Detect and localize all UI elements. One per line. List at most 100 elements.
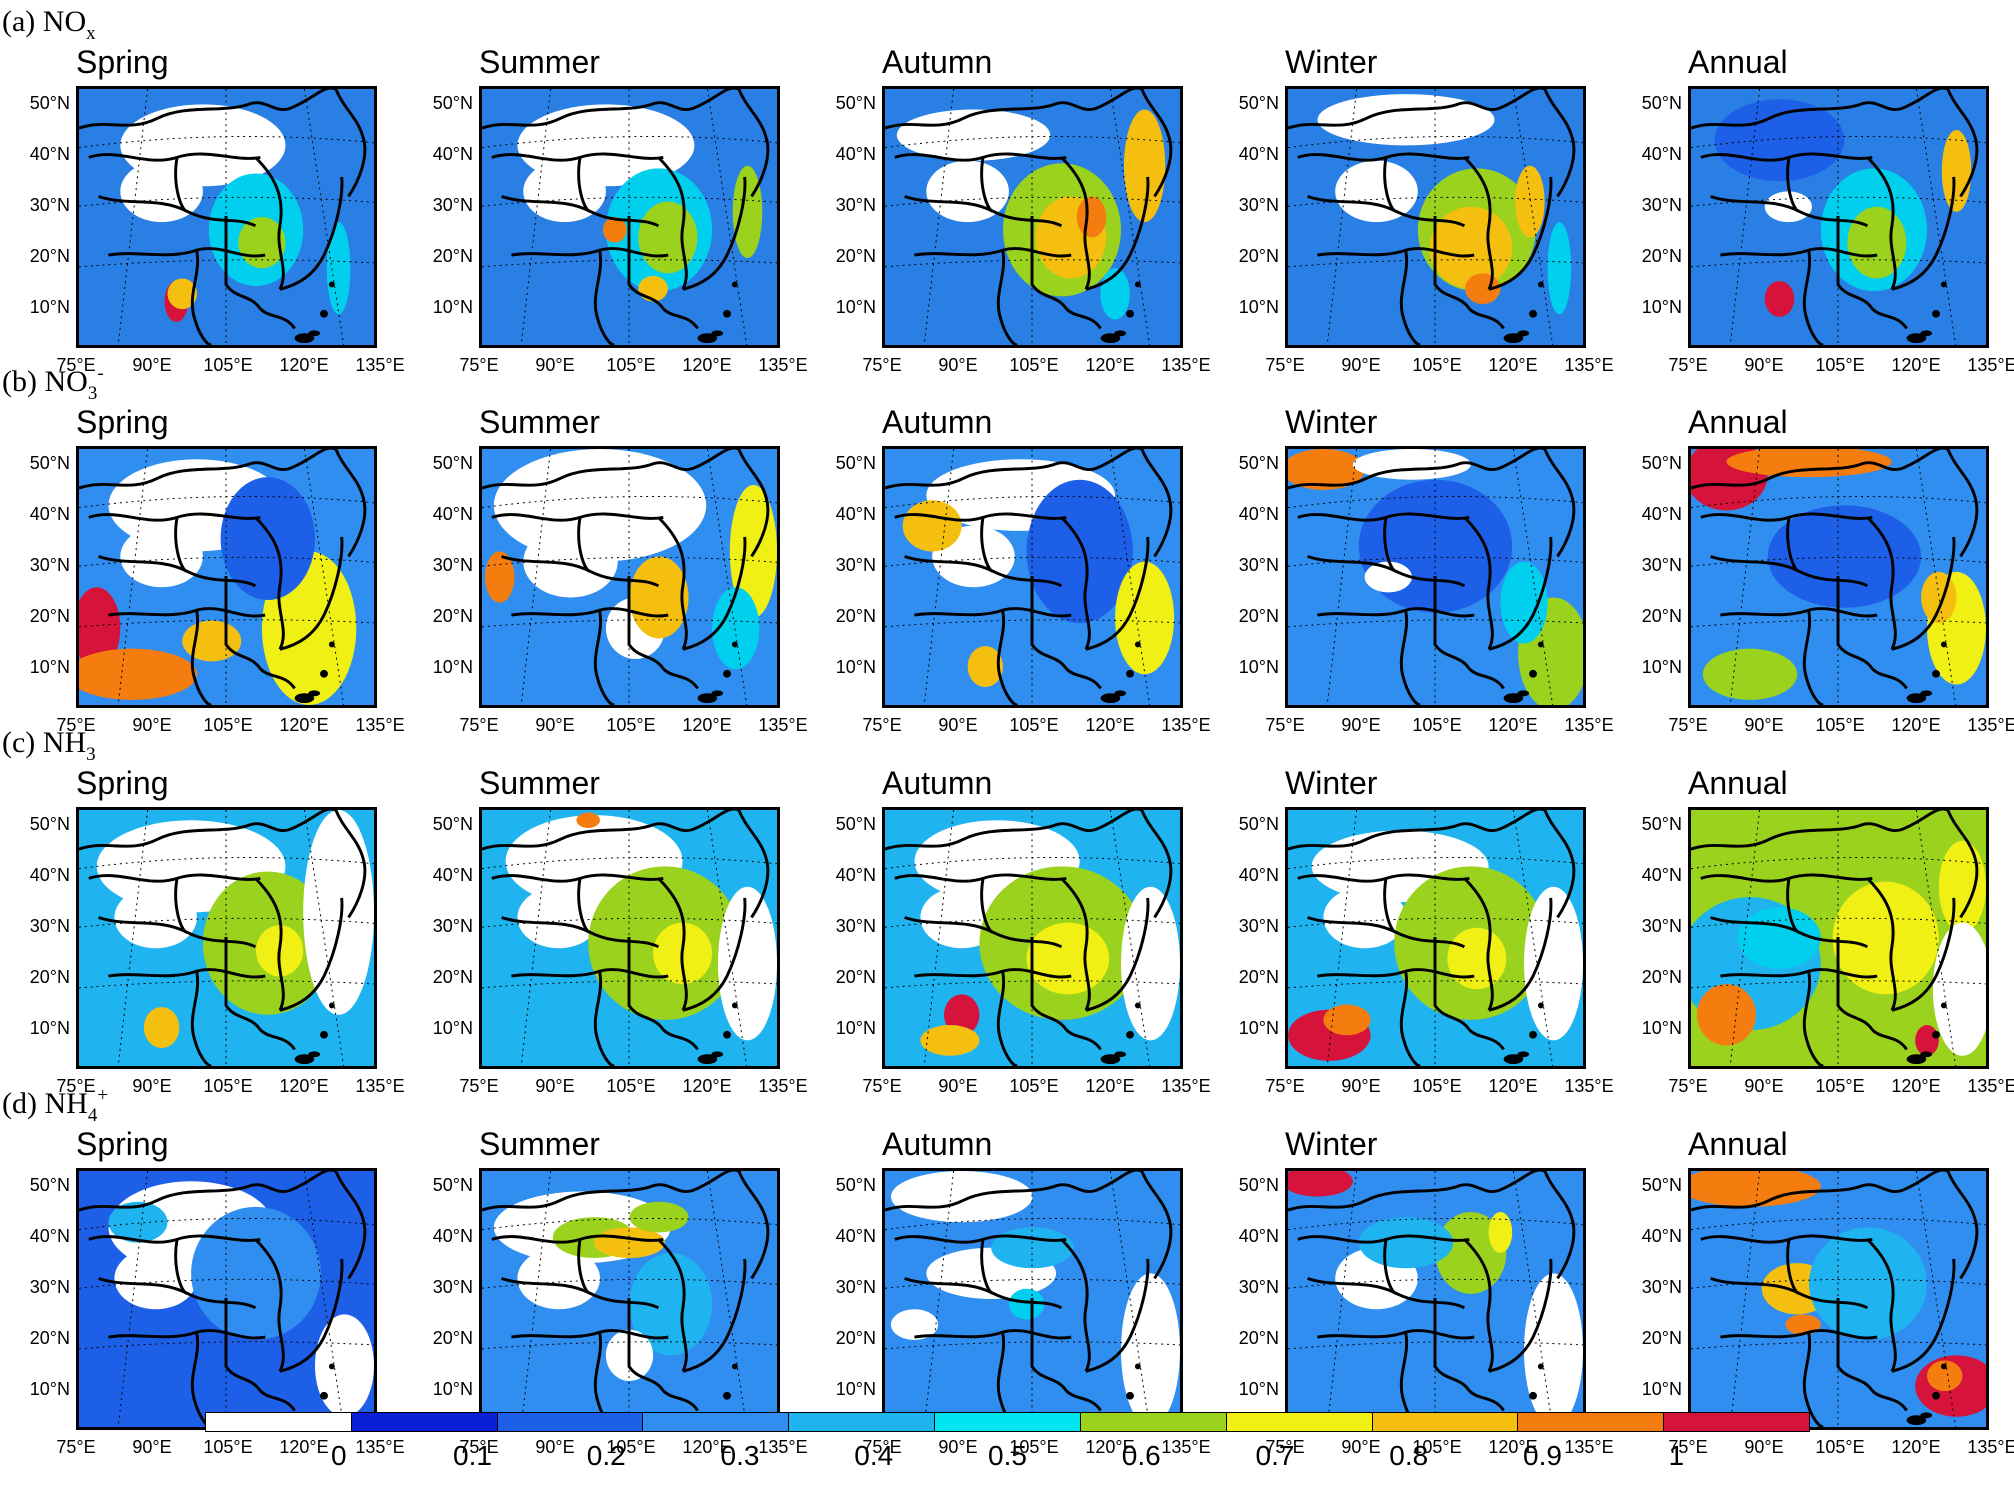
border-line (1463, 1238, 1494, 1372)
lat-tick-label: 10°N (432, 657, 473, 677)
lat-tick-label: 20°N (835, 1328, 876, 1348)
map-svg (79, 1171, 374, 1427)
lon-tick-label: 90°E (535, 355, 575, 375)
lon-tick-label: 135°E (1161, 715, 1211, 735)
border-line (996, 609, 1018, 705)
field-region (1726, 449, 1892, 478)
field-region (108, 1201, 168, 1243)
border-line (174, 1239, 188, 1295)
border-line (1060, 156, 1091, 290)
border-line (1836, 576, 1874, 670)
border-line (577, 1239, 591, 1295)
border-line (577, 878, 591, 934)
lon-tick-label: 90°E (938, 715, 978, 735)
border-line (885, 1171, 1142, 1212)
field-region (1832, 881, 1939, 995)
map-panel: Winter 50°N 40°N 30°N 20°N 10°N 75°E 90°E 105°E 1… (1209, 765, 1614, 1117)
island-shape (320, 1391, 328, 1400)
border-line (1383, 517, 1397, 573)
lat-tick-label: 30°N (432, 1277, 473, 1297)
map-svg (79, 449, 374, 705)
grid-line (79, 917, 374, 928)
border-line (657, 877, 688, 1011)
map-panel: Winter 50°N 40°N 30°N 20°N 10°N 75°E 90°E 105°E 1… (1209, 46, 1614, 396)
border-line (627, 1298, 665, 1392)
field-region (1691, 1171, 1821, 1207)
lon-tick-label: 105°E (203, 715, 253, 735)
island-shape (1126, 1030, 1134, 1039)
lon-tick-label: 90°E (132, 355, 172, 375)
island-shape (1100, 333, 1121, 344)
season-title: Winter (1285, 404, 1378, 440)
lat-tick-label: 30°N (29, 555, 70, 575)
border-line (79, 810, 336, 851)
map-svg (885, 810, 1180, 1066)
map-svg (482, 89, 777, 345)
map-plot (882, 86, 1183, 348)
border-line (1691, 1171, 1948, 1212)
field-region (1288, 1171, 1353, 1197)
field-region (920, 1025, 980, 1056)
row-label-text: (b) NO (2, 365, 88, 398)
border-line (1946, 1171, 1979, 1280)
border-line (1288, 89, 1545, 130)
lat-tick-label: 20°N (835, 606, 876, 626)
colorbar-tick-label: 1 (1668, 1440, 1685, 1471)
island-shape (294, 693, 315, 704)
grid-line (482, 556, 777, 567)
field-region (191, 1206, 321, 1340)
island-shape (308, 690, 321, 697)
island-shape (1537, 641, 1544, 648)
season-title: Autumn (882, 404, 993, 440)
grid-line (117, 89, 149, 345)
lat-tick-label: 30°N (432, 916, 473, 936)
lon-tick-label: 105°E (203, 355, 253, 375)
border-line (254, 516, 285, 650)
lat-tick-label: 50°N (1641, 453, 1682, 473)
border-line (174, 517, 188, 573)
map-plot (76, 446, 377, 708)
border-line (1488, 897, 1553, 1012)
map-plot (76, 807, 377, 1069)
island-shape (731, 1363, 738, 1370)
lat-tick-label: 10°N (1641, 1379, 1682, 1399)
lat-tick-label: 40°N (29, 865, 70, 885)
border-line (1085, 897, 1150, 1012)
border-line (1030, 216, 1068, 310)
lat-tick-label: 30°N (1641, 1277, 1682, 1297)
lon-tick-label: 75°E (459, 1437, 499, 1457)
lon-tick-label: 90°E (1744, 355, 1784, 375)
map-plot (1688, 1168, 1989, 1430)
season-title: Annual (1688, 404, 1788, 440)
lon-tick-label: 75°E (1265, 1076, 1305, 1096)
map-svg (79, 810, 374, 1066)
grid-line (520, 810, 552, 1066)
row-label-subscript: 3 (86, 744, 96, 765)
lon-tick-label: 135°E (1161, 1076, 1211, 1096)
lat-tick-label: 40°N (1238, 865, 1279, 885)
border-line (1488, 1258, 1553, 1373)
field-region (1764, 281, 1795, 317)
field-region (1941, 129, 1972, 212)
map-svg (1288, 1171, 1583, 1427)
lat-tick-label: 30°N (1641, 916, 1682, 936)
grid-line (706, 449, 748, 705)
map-panel: Autumn 50°N 40°N 30°N 20°N 10°N 75°E 90°E 105°E 1… (806, 1128, 1211, 1478)
season-title: Annual (1688, 765, 1788, 801)
colorbar-tick-label: 0.5 (988, 1440, 1027, 1471)
lat-tick-label: 30°N (835, 555, 876, 575)
map-svg (885, 449, 1180, 705)
map-svg (1288, 810, 1583, 1066)
lon-tick-label: 105°E (1412, 355, 1462, 375)
border-line (885, 449, 1142, 490)
border-line (79, 1171, 336, 1212)
island-shape (1517, 330, 1530, 337)
border-line (491, 152, 664, 162)
map-svg (79, 89, 374, 345)
border-line (1463, 156, 1494, 290)
border-line (254, 156, 285, 290)
season-title: Winter (1285, 765, 1378, 801)
lon-tick-label: 120°E (279, 355, 329, 375)
border-line (657, 516, 688, 650)
grid-line (1512, 810, 1554, 1066)
